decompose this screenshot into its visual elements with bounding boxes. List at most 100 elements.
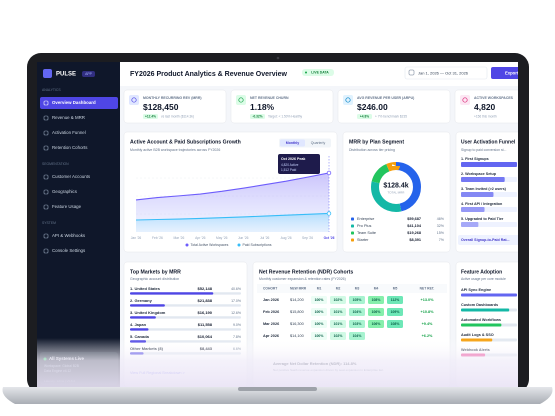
segment-name: Starter (357, 238, 369, 242)
hover-point (326, 170, 332, 176)
nav-item[interactable]: Customer Accounts (52, 174, 91, 179)
funnel-summary-box (458, 235, 518, 245)
legend-swatch (351, 231, 354, 235)
market-mrr: $16,190 (198, 310, 213, 315)
kpi-label: MONTHLY RECURRING REV (MRR) (143, 96, 202, 100)
growth-title: Active Account & Paid Subscriptions Grow… (130, 139, 241, 145)
x-tick-label: Feb '26 (152, 236, 163, 240)
export-button[interactable] (491, 67, 523, 79)
x-tick-label: May '26 (216, 236, 228, 240)
export-label[interactable]: Export (505, 70, 519, 75)
retention-cell (311, 296, 327, 304)
feature-name: Audit Logs & SSO (461, 333, 494, 337)
retention-cell (330, 296, 346, 304)
donut-segment (371, 162, 421, 212)
segment-mrr: $19,268 (407, 231, 421, 235)
x-tick-label: Jul '26 (260, 236, 270, 240)
legend-swatch (351, 238, 354, 242)
live-badge-text: LIVE DATA (311, 71, 329, 75)
cohort-mrr: $16,300 (290, 322, 304, 326)
nav-icon (43, 189, 49, 195)
funnel-step: 3. Team Invited (>2 users) (461, 187, 507, 191)
live-dot (305, 71, 307, 74)
market-track (130, 328, 241, 331)
nav-item[interactable]: Revenue & MRR (52, 115, 85, 120)
area-fill (136, 213, 329, 232)
net-retention: +13.0% (421, 298, 435, 302)
nav-icon (43, 115, 49, 121)
funnel-bar (461, 162, 517, 167)
retention-value: 100% (315, 322, 324, 326)
nav-item[interactable]: Retention Cohorts (52, 145, 88, 150)
retention-cell (368, 308, 384, 316)
kpi-delta: +12.4% (145, 115, 156, 119)
nav-item[interactable]: Overview Dashboard (52, 100, 96, 105)
retention-cell (311, 320, 327, 328)
legend-swatch (185, 243, 189, 247)
column-header: M2 (336, 286, 341, 290)
screen: PULSE APP ANALYTICS Overview Dashboard Reven… (37, 62, 523, 387)
cohorts-title: Net Revenue Retention (NDR) Cohorts (259, 269, 353, 275)
features-title: Feature Adoption (461, 269, 502, 275)
nav-active-bg (40, 97, 118, 109)
nav-icon (43, 204, 49, 210)
market-name: 4. Japan (130, 322, 147, 327)
retention-value: 103% (353, 322, 362, 326)
feature-bar (461, 308, 510, 312)
hover-point (326, 211, 332, 216)
toggle-option[interactable]: Quarterly (311, 141, 326, 145)
kpi-value: $246.00 (357, 102, 388, 112)
segment-mrr: $59,687 (407, 217, 421, 221)
legend-swatch (237, 243, 241, 247)
toggle-active (280, 139, 305, 147)
kpi-icon-glyph (238, 97, 244, 103)
kpi-note: vs last month ($114.3k) (161, 115, 194, 119)
nav-item[interactable]: API & Webhooks (52, 233, 86, 238)
toggle-option[interactable]: Monthly (286, 141, 299, 145)
feature-name: Custom Dashboards (461, 303, 498, 307)
cohort-name: Apr 2026 (263, 334, 279, 338)
retention-cell (387, 308, 403, 316)
retention-value: 100% (315, 298, 324, 302)
tooltip-title: Oct 2026 Peak (281, 157, 305, 161)
tooltip (278, 154, 320, 174)
segment-mrr: $8,391 (409, 238, 421, 242)
feature-name: Automated Workflows (461, 318, 501, 322)
retention-value: 104% (353, 310, 362, 314)
kpi-delta: -0.32% (252, 115, 262, 119)
market-share: 7.8% (233, 335, 241, 339)
date-range[interactable]: Jan 1, 2026 — Oct 31, 2026 (418, 70, 469, 75)
kpi-card (454, 89, 518, 124)
column-header: NET RET. (420, 286, 435, 290)
segment-name: Pro Plus (357, 224, 371, 228)
cohort-mrr: $15,800 (290, 310, 304, 314)
net-retention: +9.4% (422, 322, 433, 326)
kpi-note: + 7% benchmark $235 (375, 115, 407, 119)
sidebar (37, 62, 120, 387)
market-share: 12.6% (231, 311, 241, 315)
retention-value: 105% (353, 298, 362, 302)
retention-cell (368, 296, 384, 304)
camera (276, 56, 280, 60)
retention-value: 102% (334, 334, 343, 338)
date-picker[interactable] (404, 66, 488, 80)
kpi-label: AVG REVENUE PER USER (ARPU) (357, 96, 414, 100)
legend-swatch (351, 217, 354, 221)
retention-value: 101% (334, 322, 343, 326)
nav-section-title: ANALYTICS (42, 88, 61, 92)
kpi-icon-glyph (462, 97, 468, 103)
retention-value: 108% (372, 298, 381, 302)
nav-item[interactable]: Geographics (52, 189, 78, 194)
market-track (130, 316, 241, 319)
nav-item[interactable]: Activation Funnel (52, 130, 86, 135)
kpi-value: 1.18% (250, 102, 275, 112)
nav-item[interactable]: Feature Usage (52, 204, 82, 209)
nav-item[interactable]: Console Settings (52, 248, 86, 253)
plan-title: MRR by Plan Segment (349, 139, 404, 145)
market-mrr: $11,558 (198, 322, 213, 327)
segment-share: 15% (437, 231, 445, 235)
funnel-bar (461, 222, 479, 227)
kpi-note: Target: < 1.50% Healthy (268, 115, 303, 119)
segment-share: 7% (439, 238, 445, 242)
kpi-icon-glyph (345, 97, 351, 103)
